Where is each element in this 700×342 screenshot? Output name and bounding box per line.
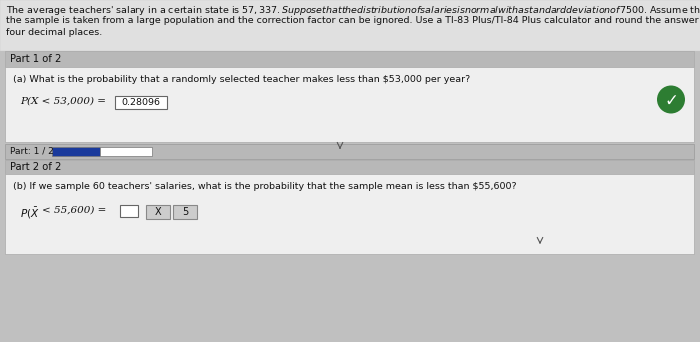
Bar <box>5 144 694 159</box>
Bar <box>5 174 694 254</box>
Bar <box>146 205 170 219</box>
Bar <box>120 205 138 217</box>
Text: ✓: ✓ <box>664 92 678 109</box>
Text: P(X < 53,000) =: P(X < 53,000) = <box>20 97 106 106</box>
Text: the sample is taken from a large population and the correction factor can be ign: the sample is taken from a large populat… <box>6 16 700 25</box>
Bar <box>0 0 700 50</box>
Bar <box>173 205 197 219</box>
Text: (a) What is the probability that a randomly selected teacher makes less than $53: (a) What is the probability that a rando… <box>13 75 470 84</box>
Text: Part 1 of 2: Part 1 of 2 <box>10 54 62 64</box>
Text: < 55,600) =: < 55,600) = <box>42 206 106 215</box>
Text: 0.28096: 0.28096 <box>122 98 160 107</box>
Text: 5: 5 <box>182 207 188 217</box>
Text: Part: 1 / 2: Part: 1 / 2 <box>10 147 54 156</box>
Bar <box>100 147 152 156</box>
Bar <box>5 51 694 67</box>
Bar <box>115 96 167 109</box>
Text: Part 2 of 2: Part 2 of 2 <box>10 162 62 172</box>
Text: four decimal places.: four decimal places. <box>6 28 102 37</box>
Bar <box>52 147 100 156</box>
Text: The average teachers' salary in a certain state is $57,337. Suppose that the dis: The average teachers' salary in a certai… <box>6 4 700 17</box>
Circle shape <box>657 86 685 114</box>
Bar <box>5 160 694 174</box>
Text: (b) If we sample 60 teachers' salaries, what is the probability that the sample : (b) If we sample 60 teachers' salaries, … <box>13 182 517 191</box>
Text: X: X <box>155 207 161 217</box>
Text: $P(\bar{X}$: $P(\bar{X}$ <box>20 206 40 221</box>
Bar <box>5 67 694 142</box>
